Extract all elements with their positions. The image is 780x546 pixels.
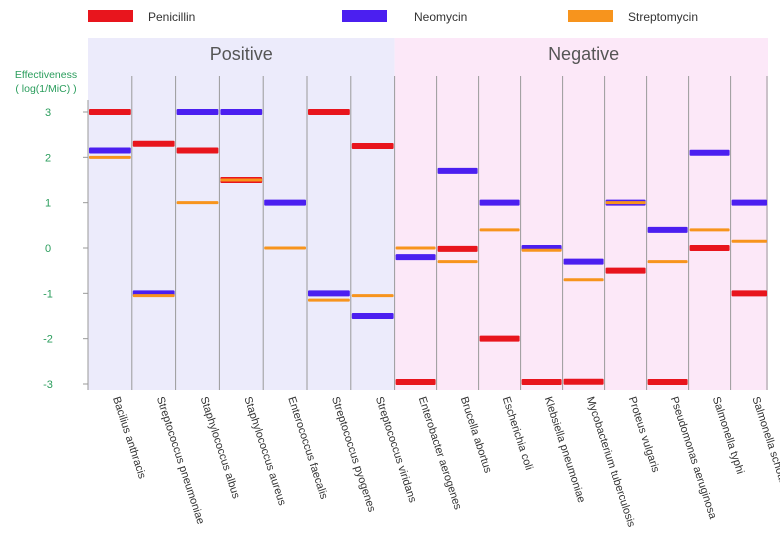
legend-swatch-0: [88, 10, 133, 22]
x-tick-label-11: Mycobacterium tuberculosis: [584, 395, 638, 529]
mark-staphylococcus-aureus-streptomycin: [220, 178, 263, 182]
x-tick-label-3: Staphylococcus aureus: [241, 395, 288, 507]
x-tick-label-14: Salmonella typhi: [710, 395, 746, 475]
mark-escherichia-coli-streptomycin: [479, 228, 520, 232]
mark-staphylococcus-albus-penicillin: [176, 147, 219, 154]
x-tick-label-9: Escherichia coli: [500, 395, 535, 471]
mark-klebsiella-pneumoniae-penicillin: [521, 379, 562, 385]
x-tick-label-5: Streptococcus pyogenes: [329, 395, 378, 514]
positive-group-background: [88, 38, 395, 390]
mark-salmonella-typhi-streptomycin: [689, 228, 730, 232]
mark-streptococcus-pyogenes-streptomycin: [308, 298, 350, 302]
mark-staphylococcus-albus-neomycin: [176, 109, 219, 115]
x-tick-label-8: Brucella abortus: [458, 395, 494, 475]
mark-klebsiella-pneumoniae-streptomycin: [521, 248, 562, 252]
negative-group-background: [394, 38, 768, 390]
x-tick-label-1: Streptococcus pneumoniae: [154, 395, 207, 525]
y-tick-label-0: 3: [45, 107, 51, 119]
mark-bacilius-anthracis-penicillin: [89, 109, 131, 115]
legend-swatch-1: [342, 10, 387, 22]
mark-brucella-abortus-neomycin: [437, 167, 478, 174]
mark-escherichia-coli-neomycin: [479, 199, 520, 206]
mark-staphylococcus-albus-streptomycin: [176, 201, 219, 205]
mark-salmonella-schottmuelleri-neomycin: [731, 199, 767, 206]
x-tick-label-13: Pseudomonas aeruginosa: [668, 395, 719, 521]
mark-enterobacter-aerogenes-neomycin: [395, 254, 436, 261]
mark-staphylococcus-aureus-neomycin: [220, 109, 263, 115]
mark-salmonella-schottmuelleri-streptomycin: [731, 239, 767, 243]
mark-enterobacter-aerogenes-penicillin: [395, 379, 436, 385]
x-tick-label-10: Klebsiella pneumoniae: [542, 395, 588, 504]
mark-pseudomonas-aeruginosa-streptomycin: [647, 260, 688, 264]
mark-pseudomonas-aeruginosa-neomycin: [647, 226, 688, 233]
mark-mycobacterium-tuberculosis-neomycin: [563, 258, 604, 265]
group-label-0: Positive: [210, 44, 273, 64]
mark-salmonella-schottmuelleri-penicillin: [731, 290, 767, 297]
y-tick-label-3: 0: [45, 243, 51, 255]
group-label-1: Negative: [548, 44, 619, 64]
legend-label-1: Neomycin: [414, 10, 467, 24]
mark-pseudomonas-aeruginosa-penicillin: [647, 379, 688, 385]
legend-label-2: Streptomycin: [628, 10, 698, 24]
mark-streptococcus-viridans-streptomycin: [351, 294, 394, 298]
y-tick-label-6: -3: [43, 379, 53, 391]
y-tick-label-1: 2: [45, 152, 51, 164]
mark-streptococcus-viridans-neomycin: [351, 313, 394, 319]
mark-enterobacter-aerogenes-streptomycin: [395, 246, 436, 250]
mark-brucella-abortus-streptomycin: [437, 260, 478, 264]
mark-salmonella-typhi-neomycin: [689, 149, 730, 156]
y-tick-label-4: -1: [43, 288, 53, 300]
y-tick-label-2: 1: [45, 198, 51, 210]
mark-streptococcus-viridans-penicillin: [351, 143, 394, 149]
legend-label-0: Penicillin: [148, 10, 195, 24]
y-axis-title-line2: ( log(1/MiC) ): [15, 83, 76, 95]
mark-enterococcus-faecalis-neomycin: [264, 199, 306, 206]
x-tick-label-6: Streptococcus viridans: [373, 395, 419, 504]
mark-bacilius-anthracis-neomycin: [89, 147, 131, 154]
mark-salmonella-typhi-penicillin: [689, 245, 730, 251]
mark-proteus-vulgaris-penicillin: [605, 267, 646, 274]
legend-swatch-2: [568, 10, 613, 22]
x-tick-label-0: Bacilius anthracis: [110, 395, 148, 481]
mark-escherichia-coli-penicillin: [479, 335, 520, 342]
mark-streptococcus-pneumoniae-penicillin: [132, 140, 175, 147]
mark-enterococcus-faecalis-streptomycin: [264, 246, 306, 250]
mark-mycobacterium-tuberculosis-streptomycin: [563, 278, 604, 282]
y-axis-title-line1: Effectiveness: [15, 69, 77, 81]
mark-streptococcus-pyogenes-neomycin: [308, 290, 350, 297]
mark-mycobacterium-tuberculosis-penicillin: [563, 378, 604, 385]
y-tick-label-5: -2: [43, 334, 53, 346]
x-tick-label-4: Enterococcus faecalis: [285, 395, 330, 501]
mark-streptococcus-pyogenes-penicillin: [308, 109, 350, 115]
x-tick-label-12: Proteus vulgaris: [626, 395, 662, 474]
mark-brucella-abortus-penicillin: [437, 245, 478, 252]
x-tick-label-15: Salmonella schottmuelleri: [749, 395, 780, 518]
x-tick-label-2: Staphylococcus albus: [198, 395, 242, 500]
mark-streptococcus-pneumoniae-streptomycin: [132, 294, 175, 298]
x-tick-label-7: Enterobacter aerogenes: [416, 395, 464, 511]
mark-bacilius-anthracis-streptomycin: [89, 155, 131, 159]
mark-proteus-vulgaris-streptomycin: [605, 201, 646, 205]
